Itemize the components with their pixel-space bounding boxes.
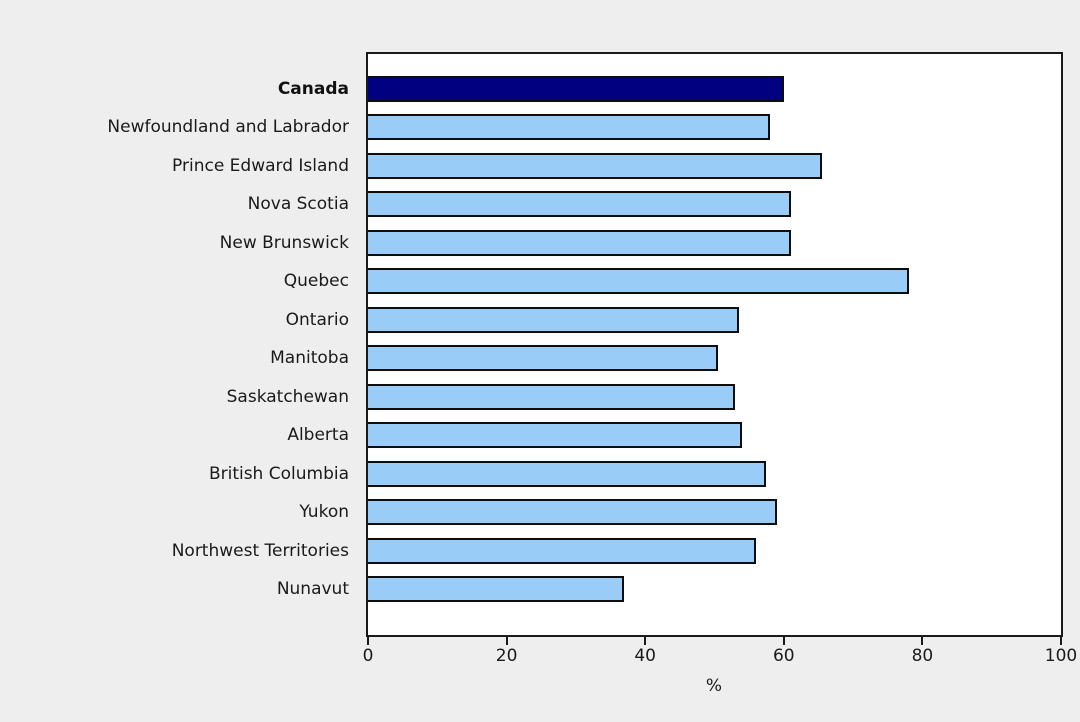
category-label-british-columbia: British Columbia bbox=[208, 463, 349, 484]
category-label-prince-edward-island: Prince Edward Island bbox=[172, 155, 349, 176]
x-tick-mark-0 bbox=[367, 637, 369, 645]
category-label-nova-scotia: Nova Scotia bbox=[247, 194, 349, 214]
bar-british-columbia bbox=[368, 460, 767, 487]
category-label-ontario: Ontario bbox=[285, 309, 349, 330]
bar-nova-scotia bbox=[368, 191, 791, 217]
bar-prince-edward-island bbox=[368, 152, 822, 179]
bar-manitoba bbox=[368, 345, 718, 371]
category-label-saskatchewan: Saskatchewan bbox=[226, 386, 349, 407]
category-label-newfoundland-and-labrador: Newfoundland and Labrador bbox=[107, 117, 349, 137]
x-tick-label-100: 100 bbox=[1044, 646, 1078, 666]
x-tick-label-20: 20 bbox=[495, 646, 518, 666]
category-label-manitoba: Manitoba bbox=[270, 348, 349, 368]
x-tick-label-0: 0 bbox=[362, 646, 374, 666]
x-axis-title: % bbox=[705, 676, 723, 696]
category-label-northwest-territories: Northwest Territories bbox=[171, 540, 349, 561]
category-label-nunavut: Nunavut bbox=[276, 579, 349, 599]
bar-newfoundland-and-labrador bbox=[368, 114, 770, 140]
x-tick-label-80: 80 bbox=[911, 646, 934, 666]
bar-new-brunswick bbox=[368, 229, 791, 256]
bar-saskatchewan bbox=[368, 383, 736, 410]
category-label-yukon: Yukon bbox=[299, 502, 349, 522]
x-tick-mark-80 bbox=[921, 637, 924, 645]
x-tick-mark-100 bbox=[1060, 637, 1062, 645]
bar-canada bbox=[368, 75, 784, 102]
bar-quebec bbox=[368, 268, 909, 294]
bar-yukon bbox=[368, 499, 777, 525]
category-label-new-brunswick: New Brunswick bbox=[219, 232, 349, 253]
x-tick-mark-20 bbox=[505, 637, 508, 645]
x-tick-mark-60 bbox=[782, 637, 785, 645]
bar-northwest-territories bbox=[368, 537, 757, 564]
bar-alberta bbox=[368, 422, 743, 448]
category-label-canada: Canada bbox=[277, 78, 349, 99]
category-label-quebec: Quebec bbox=[283, 271, 349, 291]
x-tick-mark-40 bbox=[644, 637, 647, 645]
category-label-alberta: Alberta bbox=[287, 425, 349, 445]
x-tick-label-40: 40 bbox=[634, 646, 656, 666]
bar-nunavut bbox=[368, 576, 625, 602]
bar-ontario bbox=[368, 306, 739, 333]
x-tick-label-60: 60 bbox=[772, 646, 795, 666]
